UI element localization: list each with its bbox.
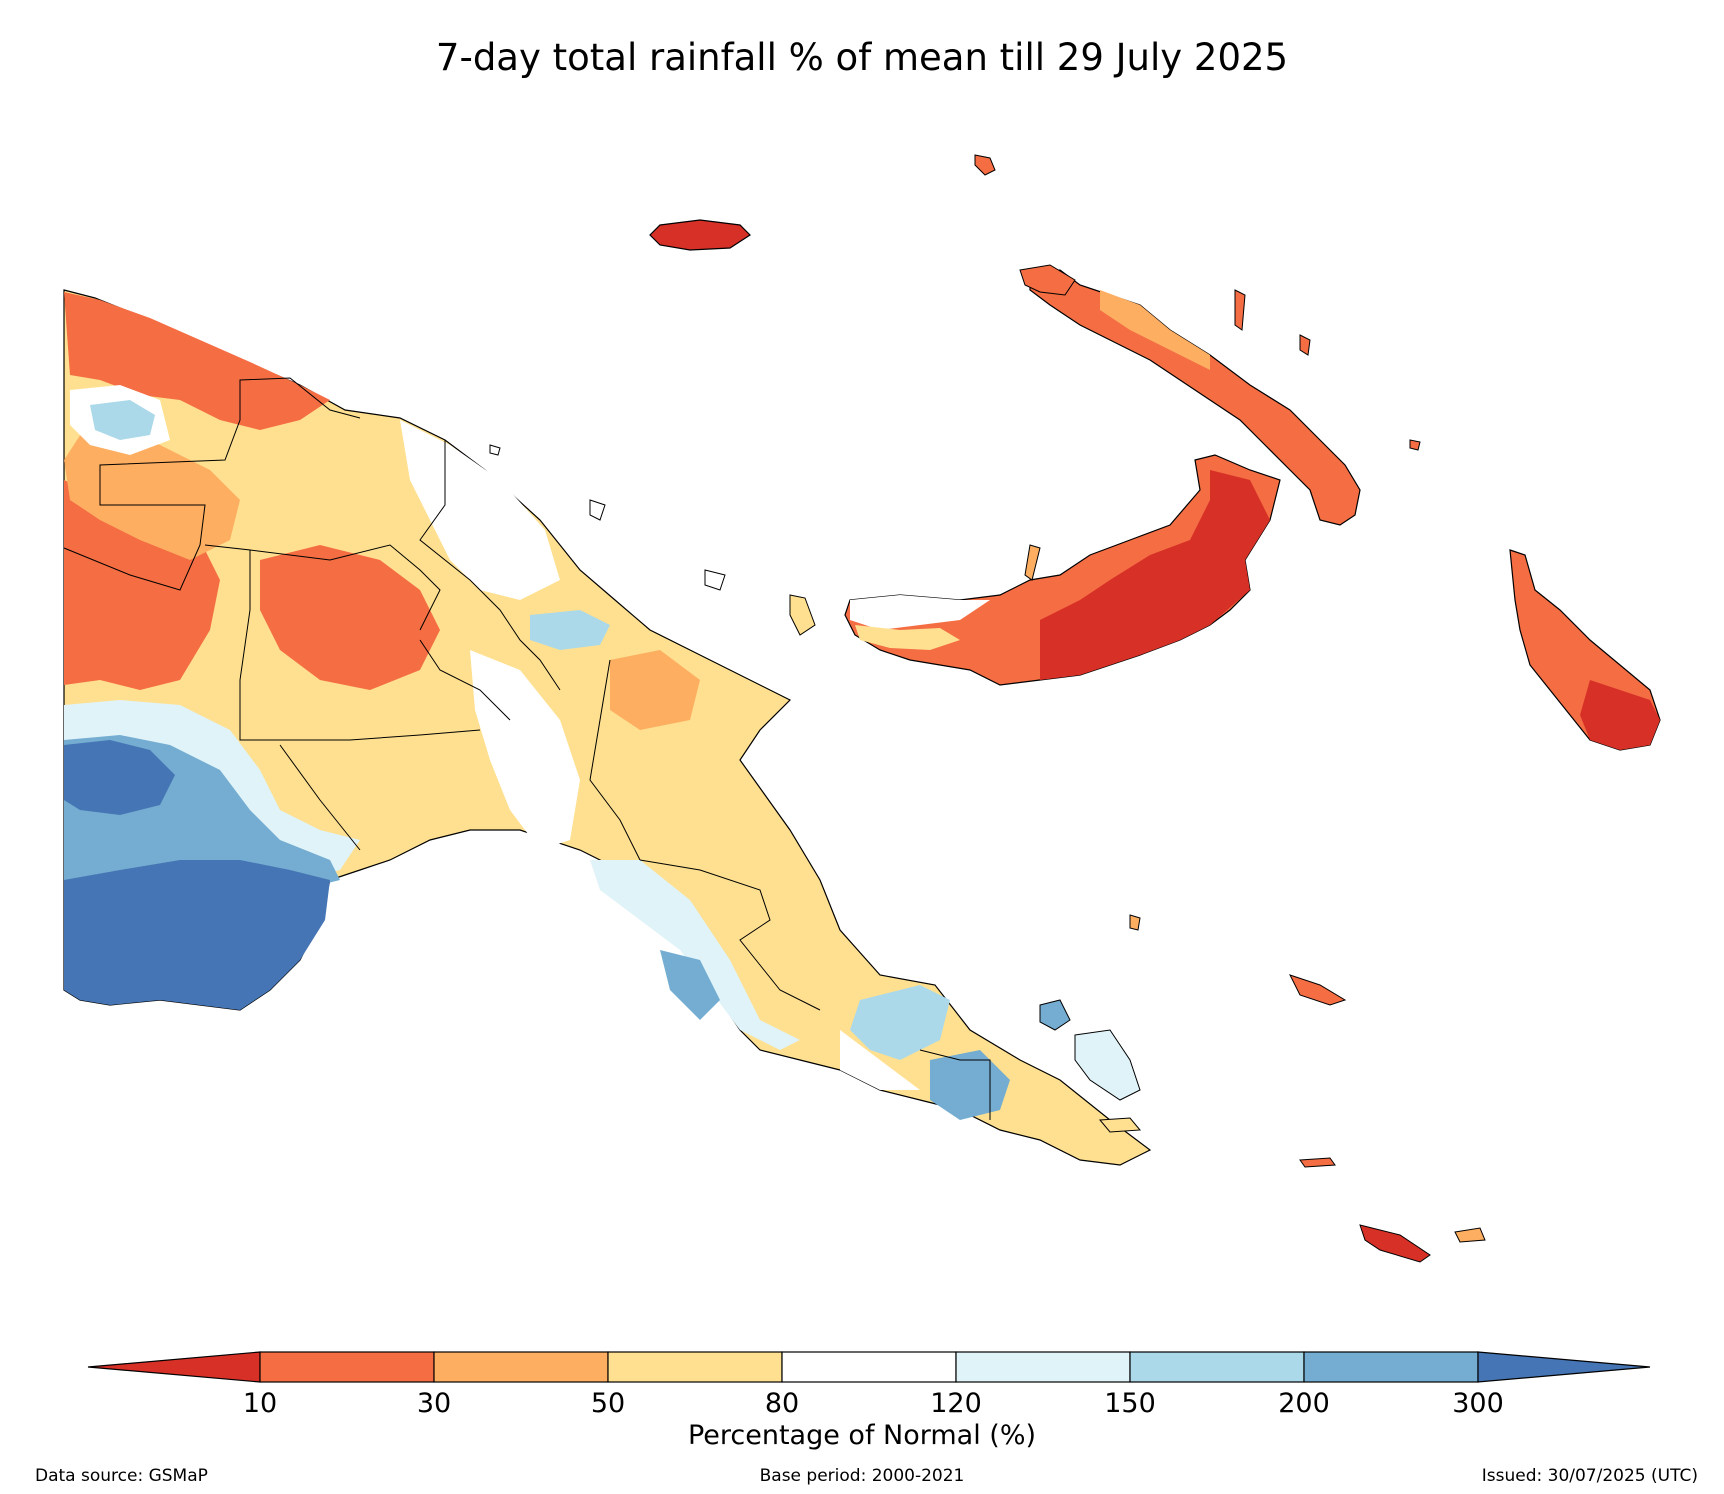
- zone-white-north: [400, 420, 560, 600]
- colorbar-segment: [1303, 1351, 1479, 1383]
- island: [1129, 914, 1141, 931]
- bougainville-red: [1580, 680, 1660, 750]
- island: [789, 594, 816, 636]
- colorbar-segment: [607, 1351, 783, 1383]
- colorbar-segment: [1129, 1351, 1305, 1383]
- data-source: Data source: GSMaP: [35, 1466, 208, 1486]
- issued-date: Issued: 30/07/2025 (UTC): [1481, 1466, 1698, 1486]
- island: [1299, 334, 1311, 356]
- new-britain-white: [850, 595, 990, 630]
- colorbar-tick: 80: [764, 1388, 800, 1419]
- island: [1359, 1224, 1431, 1263]
- zone-lightblue-north: [530, 610, 610, 650]
- zone-light-orange: [64, 420, 240, 560]
- island: [489, 444, 501, 456]
- colorbar-segment: [433, 1351, 609, 1383]
- new-ireland-yellow: [1100, 290, 1210, 370]
- colorbar-tick: 150: [1104, 1388, 1156, 1419]
- colorbar-segment: [955, 1351, 1131, 1383]
- colorbar-tick: 120: [930, 1388, 982, 1419]
- colorbar-title: Percentage of Normal (%): [687, 1420, 1037, 1451]
- zone-lightblue-nw: [90, 400, 155, 440]
- boundary-line: [419, 440, 561, 691]
- zone-central-orange: [260, 545, 440, 690]
- zone-sw-darkblue: [64, 740, 330, 1010]
- island: [1098, 1117, 1142, 1133]
- new-hanover: [1019, 264, 1076, 296]
- zone-se-lightblue: [590, 860, 800, 1050]
- new-britain: [844, 454, 1281, 686]
- boundary-line: [63, 377, 361, 591]
- zone-white-central: [470, 650, 580, 850]
- manus-island: [649, 219, 751, 251]
- boundary-line: [279, 744, 361, 851]
- boundary-line: [204, 544, 481, 741]
- colorbar-tick: 300: [1452, 1388, 1504, 1419]
- island: [704, 569, 726, 591]
- colorbar-arrow-low: [87, 1351, 261, 1383]
- base-period: Base period: 2000-2021: [759, 1466, 965, 1486]
- province-boundaries: [63, 377, 991, 1120]
- zone-papua-blue: [850, 985, 950, 1060]
- colorbar-segment: [259, 1351, 435, 1383]
- map-title: 7-day total rainfall % of mean till 29 J…: [435, 36, 1289, 79]
- colorbar-tick: 200: [1278, 1388, 1330, 1419]
- boundary-line: [419, 639, 511, 721]
- island: [1074, 1029, 1141, 1101]
- island: [1039, 999, 1071, 1031]
- bougainville: [1509, 549, 1661, 751]
- zone-nw-orange: [64, 292, 330, 430]
- new-ireland: [1019, 264, 1361, 526]
- colorbar-segment: [781, 1351, 957, 1383]
- new-ireland-island: [1029, 269, 1361, 526]
- boundary-line: [639, 859, 821, 1011]
- colorbar-tick: 10: [242, 1388, 278, 1419]
- island: [1289, 974, 1347, 1006]
- island: [1409, 439, 1421, 451]
- island: [589, 499, 606, 521]
- new-britain-yellow: [855, 625, 960, 650]
- island: [1024, 544, 1041, 581]
- island: [974, 154, 996, 176]
- boundary-line: [589, 659, 641, 861]
- colorbar-tick: 50: [590, 1388, 626, 1419]
- zone-se-blue: [660, 950, 720, 1020]
- colorbar: [87, 1351, 1651, 1383]
- island: [1454, 1227, 1486, 1243]
- boundary-line: [249, 544, 441, 631]
- boundary-line: [919, 1049, 991, 1120]
- colorbar-arrow-high: [1477, 1351, 1651, 1383]
- island: [1234, 289, 1246, 331]
- new-britain-red: [1040, 470, 1270, 680]
- zone-papua-white: [840, 1030, 920, 1090]
- colorbar-tick: 30: [416, 1388, 452, 1419]
- mainland: [63, 289, 1152, 1166]
- small-islands: [489, 154, 1486, 1263]
- island: [1299, 1157, 1336, 1168]
- zone-e-orange: [610, 650, 700, 730]
